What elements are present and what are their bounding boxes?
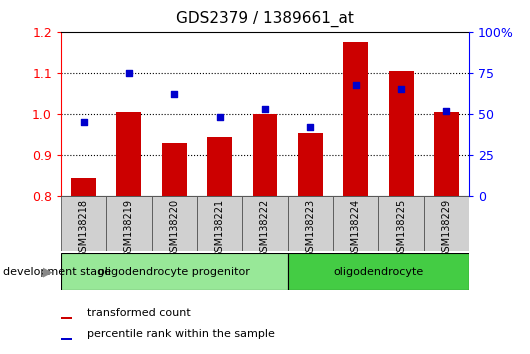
Text: GSM138223: GSM138223 (305, 199, 315, 258)
Bar (197, 196, 242, 251)
Bar (61, 253, 288, 290)
Bar (71, 178, 96, 196)
Bar (423, 196, 469, 251)
Bar (117, 112, 142, 196)
Text: GDS2379 / 1389661_at: GDS2379 / 1389661_at (176, 11, 354, 27)
Point (170, 92, 179, 97)
Point (80, 120, 88, 125)
Text: GSM138221: GSM138221 (215, 199, 225, 258)
Text: GSM138218: GSM138218 (78, 199, 89, 258)
Bar (61, 196, 107, 251)
Bar (378, 196, 423, 251)
Bar (107, 196, 152, 251)
Point (397, 87, 405, 92)
Bar (288, 253, 469, 290)
Text: oligodendrocyte: oligodendrocyte (333, 267, 423, 277)
Bar (242, 196, 288, 251)
Text: development stage: development stage (3, 267, 111, 277)
Point (351, 82, 360, 87)
Text: GSM138222: GSM138222 (260, 199, 270, 258)
Text: GSM138225: GSM138225 (396, 199, 406, 258)
Text: GSM138224: GSM138224 (351, 199, 361, 258)
Text: ▶: ▶ (43, 265, 53, 278)
Point (215, 115, 224, 120)
Bar (61, 318, 72, 319)
Bar (152, 196, 197, 251)
Point (442, 108, 450, 114)
Text: oligodendrocyte progenitor: oligodendrocyte progenitor (99, 267, 250, 277)
Bar (61, 338, 72, 340)
Text: transformed count: transformed count (87, 308, 191, 318)
Bar (207, 137, 232, 196)
Bar (252, 114, 278, 196)
Bar (434, 112, 459, 196)
Text: GSM138220: GSM138220 (169, 199, 179, 258)
Text: GSM138219: GSM138219 (124, 199, 134, 258)
Bar (298, 133, 323, 196)
Bar (388, 71, 413, 196)
Text: percentile rank within the sample: percentile rank within the sample (87, 329, 276, 339)
Bar (343, 42, 368, 196)
Bar (288, 196, 333, 251)
Point (125, 70, 133, 76)
Bar (162, 143, 187, 196)
Text: GSM138229: GSM138229 (441, 199, 452, 258)
Bar (333, 196, 378, 251)
Point (261, 107, 269, 112)
Point (306, 125, 315, 130)
